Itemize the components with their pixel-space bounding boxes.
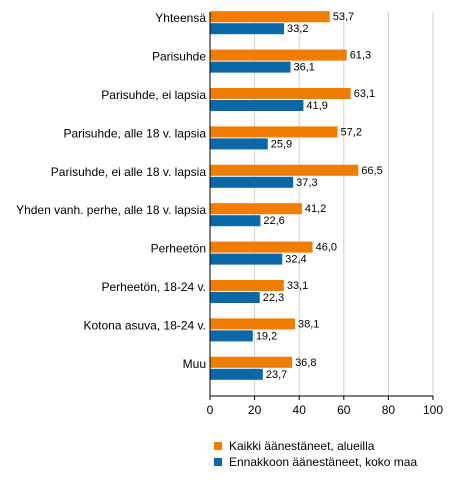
value-label: 61,3 <box>350 50 371 62</box>
legend-label-series-1: Kaikki äänestäneet, alueilla <box>229 439 375 453</box>
x-tick-label: 100 <box>423 403 443 417</box>
value-label: 19,2 <box>256 330 277 342</box>
value-label: 33,1 <box>287 280 308 292</box>
bar-series-2 <box>210 292 260 303</box>
category-label: Parisuhde, alle 18 v. lapsia <box>63 126 206 140</box>
x-tick-label: 20 <box>248 403 262 417</box>
value-label: 36,8 <box>295 357 316 369</box>
category-label: Muu <box>183 357 206 371</box>
value-label: 22,6 <box>263 215 284 227</box>
bar-series-1 <box>210 126 338 138</box>
value-label: 22,3 <box>263 292 284 304</box>
x-axis: 0 20 40 60 80 100 <box>207 12 443 417</box>
bar-series-2 <box>210 100 304 111</box>
bar-series-1 <box>210 164 359 176</box>
bar-series-1 <box>210 280 284 291</box>
value-label: 63,1 <box>354 88 375 100</box>
legend: Kaikki äänestäneet, alueilla Ennakkoon ä… <box>214 438 417 470</box>
bars <box>210 11 359 380</box>
x-tick-label: 0 <box>207 403 214 417</box>
bar-series-2 <box>210 23 285 35</box>
bar-series-2 <box>210 61 291 73</box>
value-label: 53,7 <box>333 11 354 23</box>
category-label: Parisuhde, ei lapsia <box>101 88 206 102</box>
category-label: Parisuhde <box>152 50 206 64</box>
bar-series-1 <box>210 203 302 215</box>
category-label: Yhden vanh. perhe, alle 18 v. lapsia <box>16 203 206 217</box>
value-label: 37,3 <box>296 177 317 189</box>
bar-series-2 <box>210 368 263 380</box>
legend-label-series-2: Ennakkoon äänestäneet, koko maa <box>229 455 418 469</box>
legend-swatch-series-1 <box>214 442 222 450</box>
value-label: 57,2 <box>341 126 362 138</box>
value-label: 66,5 <box>361 165 382 177</box>
category-label: Yhteensä <box>155 11 206 25</box>
value-label: 23,7 <box>266 369 287 381</box>
legend-swatch-series-2 <box>214 458 222 466</box>
value-labels: 53,7 33,2 61,3 36,1 63,1 41,9 57,2 25,9 66,5 37,3… <box>256 11 383 381</box>
category-labels: Yhteensä Parisuhde Parisuhde, ei lapsia Par… <box>16 11 206 371</box>
bar-series-1 <box>210 318 295 330</box>
category-label: Perheetön, 18-24 v. <box>101 280 206 294</box>
bar-series-2 <box>210 330 253 342</box>
value-label: 33,2 <box>287 23 308 35</box>
x-tick-label: 40 <box>293 403 307 417</box>
bar-series-2 <box>210 253 283 265</box>
bar-series-1 <box>210 49 347 61</box>
x-tick-label: 60 <box>337 403 351 417</box>
bar-series-1 <box>210 88 351 99</box>
value-label: 41,9 <box>306 100 327 112</box>
bar-series-2 <box>210 176 294 188</box>
legend-item-series-1: Kaikki äänestäneet, alueilla <box>214 438 417 454</box>
value-label: 25,9 <box>271 138 292 150</box>
bar-series-1 <box>210 356 293 368</box>
value-label: 41,2 <box>305 203 326 215</box>
value-label: 38,1 <box>298 318 319 330</box>
bar-series-2 <box>210 215 261 227</box>
x-tick-label: 80 <box>382 403 396 417</box>
gridlines <box>254 12 434 396</box>
value-label: 36,1 <box>294 62 315 74</box>
bar-series-2 <box>210 138 268 150</box>
category-label: Parisuhde, ei alle 18 v. lapsia <box>51 165 207 179</box>
category-label: Perheetön <box>151 242 206 256</box>
category-label: Kotona asuva, 18-24 v. <box>83 318 206 332</box>
value-label: 32,4 <box>285 254 306 266</box>
bar-series-1 <box>210 11 330 23</box>
legend-item-series-2: Ennakkoon äänestäneet, koko maa <box>214 454 417 470</box>
value-label: 46,0 <box>316 242 337 254</box>
bar-series-1 <box>210 241 313 253</box>
